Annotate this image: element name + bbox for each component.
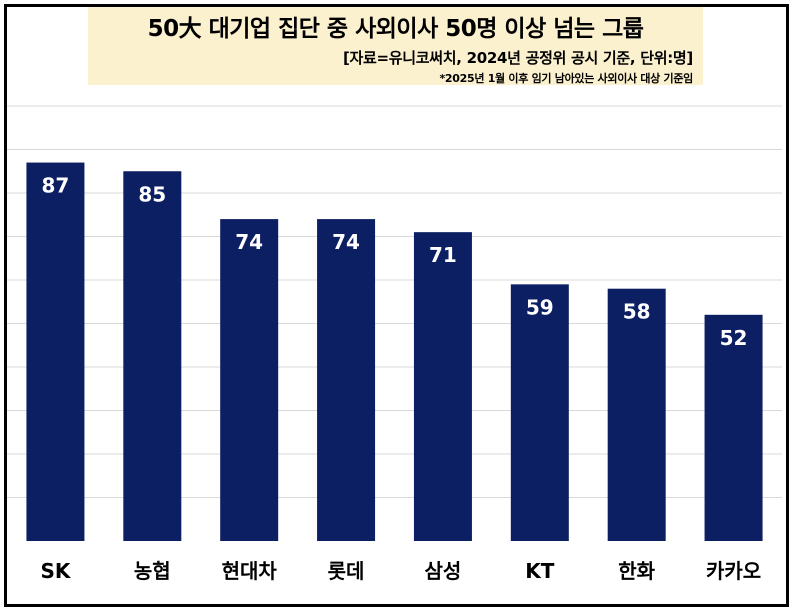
- bar-value-label: 74: [235, 230, 263, 254]
- bar-3: [317, 219, 376, 541]
- bar-2: [220, 219, 279, 541]
- category-label: 현대차: [222, 559, 278, 583]
- bar-4: [413, 232, 472, 541]
- category-label: 삼성: [425, 559, 462, 583]
- bar-6: [607, 288, 666, 541]
- bar-value-label: 59: [526, 295, 554, 319]
- bar-value-label: 52: [720, 326, 748, 350]
- category-label: 롯데: [328, 559, 365, 583]
- bar-1: [123, 171, 182, 541]
- bar-value-label: 87: [42, 174, 70, 198]
- bar-0: [26, 162, 85, 542]
- category-labels: SK 농협 현대차 롯데 삼성 KT 한화 카카오: [40, 559, 761, 583]
- bar-value-label: 74: [332, 230, 360, 254]
- note-text: *2025년 1월 이후 임기 남아있는 사외이사 대상 기준임: [439, 72, 693, 85]
- bars: [26, 162, 763, 542]
- source-text: [자료=유니코써치, 2024년 공정위 공시 기준, 단위:명]: [342, 49, 693, 67]
- chart-title: 50大 대기업 집단 중 사외이사 50명 이상 넘는 그룹: [147, 16, 644, 42]
- bar-5: [510, 284, 569, 541]
- gridlines: [7, 105, 782, 498]
- category-label: KT: [525, 559, 554, 583]
- bar-value-label: 85: [138, 182, 166, 206]
- data-labels: 87 85 74 74 71 59 58 52: [42, 174, 748, 350]
- category-label: 한화: [618, 559, 655, 583]
- bar-value-label: 58: [623, 300, 651, 324]
- category-label: 카카오: [706, 559, 761, 583]
- title-box: 50大 대기업 집단 중 사외이사 50명 이상 넘는 그룹 [자료=유니코써치…: [88, 7, 703, 85]
- bar-7: [704, 314, 763, 541]
- category-label: 농협: [134, 559, 171, 583]
- category-label: SK: [40, 559, 71, 583]
- bar-value-label: 71: [429, 243, 457, 267]
